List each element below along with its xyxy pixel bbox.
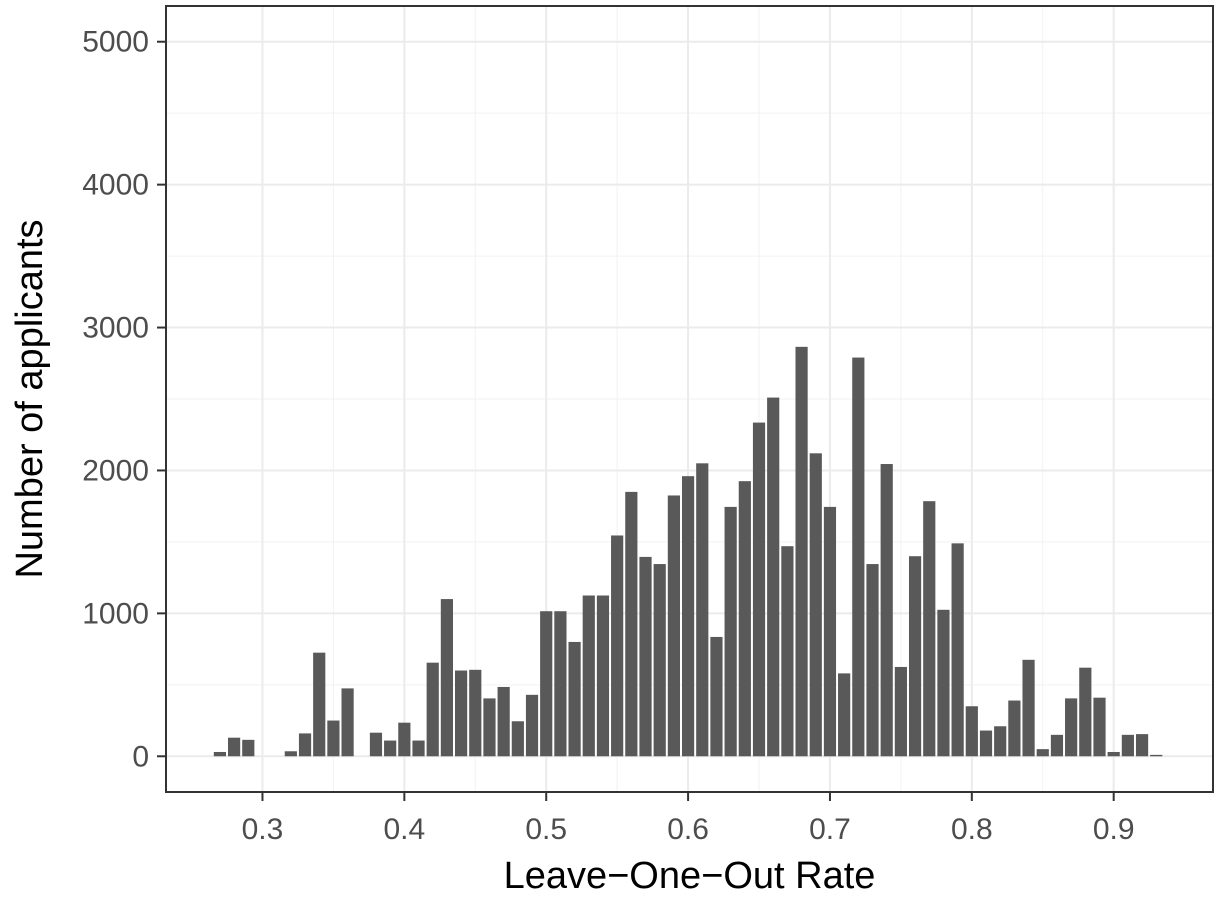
histogram-bar bbox=[313, 652, 326, 757]
histogram-bar bbox=[228, 737, 241, 757]
x-tick-label: 0.5 bbox=[525, 813, 567, 846]
plot-panel-border bbox=[165, 5, 1214, 793]
y-axis: 0 1000 2000 3000 4000 5000 bbox=[82, 26, 166, 773]
histogram-bar bbox=[894, 666, 907, 757]
histogram-bar bbox=[284, 751, 297, 757]
histogram-bar bbox=[767, 397, 780, 757]
histogram-bar bbox=[483, 698, 496, 757]
y-tick-label: 0 bbox=[132, 740, 149, 773]
histogram-bar bbox=[880, 464, 893, 757]
histogram-bar bbox=[454, 670, 468, 757]
histogram-bar bbox=[823, 506, 837, 757]
histogram-bar bbox=[398, 722, 411, 757]
x-tick-label: 0.7 bbox=[809, 813, 851, 846]
histogram-bar bbox=[923, 501, 936, 757]
x-axis: 0.3 0.4 0.5 0.6 0.7 0.8 0.9 bbox=[242, 792, 1135, 846]
x-tick-label: 0.6 bbox=[667, 813, 709, 846]
histogram-bar bbox=[937, 609, 950, 757]
histogram-bar bbox=[1150, 754, 1163, 757]
histogram-bar bbox=[1008, 700, 1021, 757]
histogram-bar bbox=[752, 422, 766, 757]
histogram-bar bbox=[838, 673, 851, 757]
y-tick-label: 4000 bbox=[82, 169, 149, 202]
histogram-bar bbox=[852, 357, 865, 757]
histogram-bar bbox=[242, 739, 255, 757]
histogram-bar bbox=[795, 346, 808, 757]
histogram-bar bbox=[469, 669, 482, 757]
histogram-bar bbox=[525, 694, 539, 757]
histogram-bar bbox=[341, 688, 354, 757]
x-tick-label: 0.4 bbox=[383, 813, 425, 846]
x-tick-label: 0.9 bbox=[1093, 813, 1135, 846]
histogram-bar bbox=[809, 453, 822, 757]
histogram-bar bbox=[639, 556, 652, 757]
histogram-bar bbox=[1093, 697, 1106, 757]
histogram-bar bbox=[908, 556, 922, 757]
histogram-bar bbox=[568, 641, 581, 757]
y-tick-label: 5000 bbox=[82, 26, 149, 59]
y-tick-label: 3000 bbox=[82, 312, 149, 345]
x-axis-title: Leave−One−Out Rate bbox=[504, 855, 876, 897]
histogram-bar bbox=[327, 720, 340, 757]
histogram-bar bbox=[412, 740, 425, 757]
histogram-bar bbox=[440, 599, 453, 757]
histogram-bar bbox=[596, 595, 610, 757]
histogram-bar bbox=[965, 706, 978, 757]
histogram-bar bbox=[1079, 667, 1092, 757]
histogram-bar bbox=[951, 543, 964, 757]
x-tick-label: 0.8 bbox=[951, 813, 993, 846]
histogram-bar bbox=[724, 506, 737, 757]
histogram-bar bbox=[1050, 734, 1064, 757]
histogram-bar bbox=[426, 662, 439, 757]
histogram-bar bbox=[540, 611, 553, 757]
x-tick-label: 0.3 bbox=[242, 813, 284, 846]
histogram-bar bbox=[611, 535, 624, 757]
histogram-bar bbox=[384, 740, 397, 757]
histogram-bar bbox=[781, 546, 794, 757]
histogram-bar bbox=[298, 733, 312, 757]
y-tick-label: 1000 bbox=[82, 597, 149, 630]
histogram-bar bbox=[369, 732, 383, 757]
histogram-bar bbox=[1022, 659, 1035, 757]
histogram-bar bbox=[979, 730, 993, 757]
histogram-bar bbox=[511, 721, 524, 757]
histogram-bar bbox=[710, 636, 723, 757]
histogram-bar bbox=[1135, 734, 1149, 757]
histogram-bar bbox=[582, 595, 595, 757]
y-axis-title: Number of applicants bbox=[9, 219, 51, 578]
histogram-bar bbox=[1065, 698, 1078, 757]
histogram-bar bbox=[866, 564, 879, 757]
histogram-bar bbox=[696, 463, 709, 757]
histogram-bar bbox=[213, 751, 227, 757]
histogram-bar bbox=[681, 476, 695, 757]
histogram-bar bbox=[738, 481, 751, 757]
histogram-bar bbox=[653, 564, 666, 757]
histogram-bar bbox=[554, 611, 567, 757]
histogram-bar bbox=[1107, 751, 1120, 757]
y-tick-label: 2000 bbox=[82, 454, 149, 487]
histogram-bar bbox=[497, 686, 510, 757]
bars bbox=[213, 346, 1163, 757]
histogram-bar bbox=[1121, 734, 1134, 757]
histogram-bar bbox=[1036, 749, 1049, 757]
histogram-bar bbox=[994, 726, 1007, 757]
histogram-bar bbox=[625, 491, 638, 757]
histogram-bar bbox=[667, 495, 680, 757]
